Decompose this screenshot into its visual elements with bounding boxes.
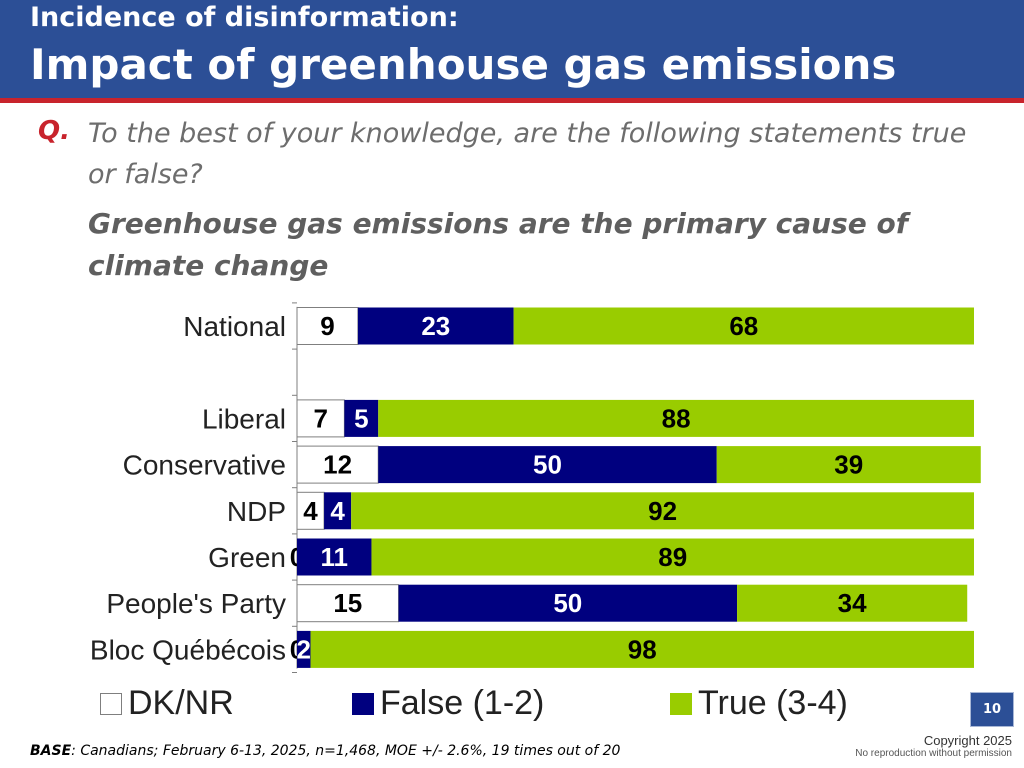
category-label: People's Party xyxy=(106,588,286,619)
title-underline xyxy=(0,98,1024,103)
bar-segment xyxy=(296,445,379,484)
legend-item: True (3-4) xyxy=(670,684,848,723)
bar-value-label: 2 xyxy=(297,634,311,664)
bar-value-label: 88 xyxy=(662,403,691,433)
bar-segment xyxy=(716,446,981,484)
bar-segment xyxy=(398,584,738,622)
bar-segment xyxy=(344,399,379,437)
stacked-bar-chart: National 9 23 68 Liberal 7 5 88 Conservative 12 50… xyxy=(90,302,981,673)
category-label: Bloc Québécois xyxy=(90,634,286,665)
bar-value-label: 92 xyxy=(648,496,677,526)
copyright-block: Copyright 2025 No reproduction without p… xyxy=(855,733,1012,759)
bar-value-label: 98 xyxy=(628,634,657,664)
bar-segment xyxy=(297,630,311,668)
base-label: BASE xyxy=(30,743,72,759)
question-marker: Q. xyxy=(38,116,70,146)
legend-label: DK/NR xyxy=(128,684,234,722)
question-text: To the best of your knowledge, are the f… xyxy=(88,118,967,190)
legend-label: False (1-2) xyxy=(380,684,545,722)
bar-value-label: 39 xyxy=(834,450,863,480)
bar-segment xyxy=(297,538,372,576)
bar-value-label: 4 xyxy=(303,496,318,526)
legend-swatch xyxy=(100,692,122,715)
bar-value-label: 23 xyxy=(421,311,450,341)
bar-value-label: 9 xyxy=(320,311,334,341)
category-label: Green xyxy=(208,542,286,573)
bar-segment xyxy=(357,307,514,345)
bar-value-label: 11 xyxy=(320,542,348,572)
bar-segment xyxy=(296,584,400,623)
bar-value-label: 68 xyxy=(729,311,758,341)
legend-swatch xyxy=(352,692,374,715)
copyright-text: Copyright 2025 xyxy=(923,733,1012,748)
bar-value-label: 15 xyxy=(333,588,362,618)
category-label: NDP xyxy=(227,496,286,527)
bar-value-label: 12 xyxy=(323,450,352,480)
bar-segment xyxy=(378,446,717,484)
legend-item: DK/NR xyxy=(100,684,234,723)
bar-value-label: 5 xyxy=(354,403,368,433)
bar-value-label: 50 xyxy=(533,450,562,480)
legend-item: False (1-2) xyxy=(352,684,544,723)
title-bar xyxy=(0,0,1024,98)
category-label: Liberal xyxy=(202,403,286,434)
bar-value-label: 34 xyxy=(838,588,867,618)
bar-value-label: 4 xyxy=(330,496,345,526)
bar-segment xyxy=(296,399,345,438)
bar-segment xyxy=(737,584,968,622)
bar-value-label: 50 xyxy=(553,588,582,618)
bar-segment xyxy=(351,492,974,530)
category-label: National xyxy=(183,311,286,342)
base-text: : Canadians; February 6-13, 2025, n=1,46… xyxy=(71,743,621,759)
bar-segment xyxy=(310,630,974,668)
bar-value-label: 7 xyxy=(313,403,327,433)
bar-segment xyxy=(324,492,352,530)
category-label: Conservative xyxy=(123,450,286,481)
bar-segment xyxy=(378,399,974,437)
permission-text: No reproduction without permission xyxy=(855,748,1012,759)
slide-subtitle: Incidence of disinformation: xyxy=(30,2,459,33)
legend-label: True (3-4) xyxy=(698,684,848,722)
bar-segment xyxy=(513,307,974,345)
base-note: BASE: Canadians; February 6-13, 2025, n=… xyxy=(30,743,620,759)
slide-title: Impact of greenhouse gas emissions xyxy=(30,40,897,89)
page-number-badge: 10 xyxy=(970,692,1014,727)
chart-bars: National 9 23 68 Liberal 7 5 88 Conservative 12 50… xyxy=(90,302,981,673)
question-statement: Greenhouse gas emissions are the primary… xyxy=(88,207,908,282)
bar-segment xyxy=(371,538,975,576)
bar-value-label: 89 xyxy=(658,542,687,572)
legend-swatch xyxy=(670,692,692,715)
